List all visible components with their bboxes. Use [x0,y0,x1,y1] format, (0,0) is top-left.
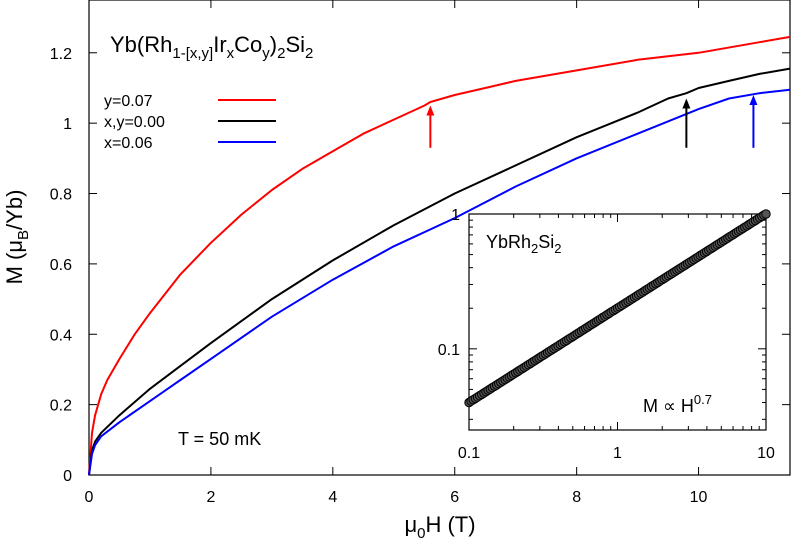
temperature-annotation: T = 50 mK [178,429,261,449]
x-tick-label: 8 [572,489,581,506]
x-tick-label: 10 [690,489,708,506]
x-tick-label: 2 [206,489,215,506]
y-tick-label: 1.2 [50,46,72,63]
legend-label-2: x=0.06 [104,135,153,152]
main-plot-frame [88,0,791,476]
x-axis-label: μ0H (T) [404,512,475,540]
inset-x-tick-label: 0.1 [458,445,480,462]
inset-sample-label: YbRh2Si2 [486,232,562,256]
inset-data-points [464,209,771,408]
arrow-head-1 [682,98,691,109]
series-line-2 [88,88,791,476]
chart-title: Yb(Rh1-[x,y]IrxCoy)2Si2 [110,32,313,62]
inset-axis-ticks: 0.1 1 10 0.1 1 [438,207,775,462]
arrow-head-2 [749,95,758,105]
inset-x-tick-label: 10 [757,445,775,462]
arrow-head-0 [426,105,435,116]
y-tick-label: 0.8 [50,187,72,204]
main-series [88,35,791,476]
y-tick-label: 0 [63,468,72,485]
inset-x-tick-label: 1 [613,445,622,462]
series-line-0 [88,35,791,476]
arrow-markers [426,95,758,148]
legend: y=0.07 x,y=0.00 x=0.06 [104,93,276,152]
x-tick-label: 6 [450,489,459,506]
legend-label-1: x,y=0.00 [104,114,165,131]
y-axis-label: M (μB/Yb) [2,190,32,285]
x-tick-label: 4 [328,489,337,506]
inset-y-tick-label: 0.1 [438,342,460,359]
main-axis-ticks: 0 2 4 6 8 10 0 0.2 0.4 0.6 0.8 1 1.2 [50,0,790,506]
inset-chart: 0.1 1 10 0.1 1 YbRh2Si2 M ∝ H0.7 [438,207,775,462]
y-tick-label: 0.2 [50,398,72,415]
y-tick-label: 0.4 [50,327,72,344]
y-tick-label: 0.6 [50,257,72,274]
x-tick-label: 0 [85,489,94,506]
series-line-1 [88,67,791,476]
y-tick-label: 1 [63,116,72,133]
inset-y-tick-label: 1 [451,207,460,224]
inset-data-point [761,209,771,219]
legend-label-0: y=0.07 [104,93,153,110]
inset-power-law-label: M ∝ H0.7 [643,392,712,416]
